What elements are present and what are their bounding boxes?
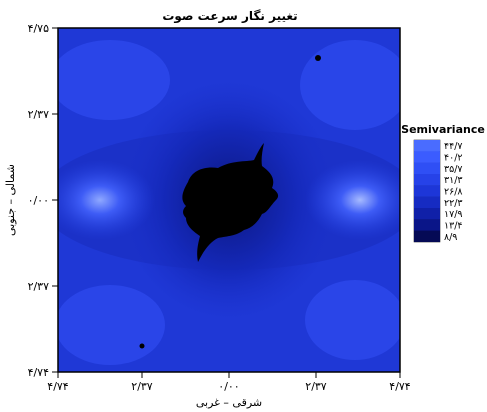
legend-swatch: [414, 174, 440, 186]
y-tick-label: ۲/۳۷: [28, 280, 50, 293]
y-axis-label: شمالی – جنوبی: [4, 164, 17, 236]
y-tick-label: ۲/۳۷: [28, 108, 50, 121]
x-tick-label: ۴/۷۴: [47, 380, 69, 393]
legend-level-label: ۴۰/۲: [444, 153, 463, 164]
heatmap-bright-bottomleft: [58, 285, 165, 365]
legend-swatch: [414, 196, 440, 208]
y-tick-label: ۴/۷۴: [28, 366, 50, 379]
chart-title: تغییر نگار سرعت صوت: [162, 9, 297, 24]
legend-swatch: [414, 162, 440, 174]
x-tick-label: ۲/۳۷: [131, 380, 153, 393]
legend-swatch: [414, 185, 440, 197]
heatmap-bright-topleft: [58, 40, 170, 120]
legend-level-label: ۱۳/۴: [444, 221, 463, 232]
legend-swatch: [414, 230, 440, 242]
x-tick-label: ۰/۰۰: [218, 380, 239, 393]
legend-swatch: [414, 208, 440, 220]
data-point-marker: [139, 343, 145, 349]
y-tick-label: ۰/۰۰: [28, 194, 49, 207]
legend-swatch: [414, 140, 440, 152]
legend-level-label: ۲۶/۸: [444, 187, 463, 198]
heatmap-field: [58, 28, 400, 372]
legend-swatch: [414, 219, 440, 231]
legend: Semivariance ۴۴/۷۴۰/۲۳۵/۷۳۱/۳۲۶/۸۲۲/۳۱۷/…: [401, 123, 485, 243]
legend-swatch: [414, 151, 440, 163]
heatmap-bright-right: [305, 160, 400, 240]
x-axis-label: شرقی – غربی: [196, 396, 262, 409]
legend-level-label: ۳۵/۷: [444, 164, 463, 175]
heatmap-bright-bottomright: [305, 280, 400, 360]
data-point-marker: [315, 55, 321, 61]
x-axis: ۴/۷۴ ۲/۳۷ ۰/۰۰ ۲/۳۷ ۴/۷۴ شرقی – غربی: [47, 372, 411, 409]
legend-level-label: ۲۲/۳: [444, 198, 463, 209]
center-blob: [182, 143, 279, 262]
heatmap-bright-left: [58, 160, 155, 240]
x-tick-label: ۴/۷۴: [389, 380, 411, 393]
legend-level-label: ۴۴/۷: [444, 141, 463, 152]
legend-level-label: ۱۷/۹: [444, 209, 463, 220]
legend-labels: ۴۴/۷۴۰/۲۳۵/۷۳۱/۳۲۶/۸۲۲/۳۱۷/۹۱۳/۴۸/۹: [414, 140, 463, 243]
legend-level-label: ۳۱/۳: [444, 175, 463, 186]
legend-title: Semivariance: [401, 123, 485, 136]
y-tick-label: ۴/۷۵: [28, 22, 50, 35]
x-tick-label: ۲/۳۷: [305, 380, 327, 393]
legend-level-label: ۸/۹: [444, 232, 457, 243]
y-axis: ۴/۷۵ ۲/۳۷ ۰/۰۰ ۲/۳۷ ۴/۷۴ شمالی – جنوبی: [4, 22, 58, 379]
heatmap-bright-topright: [300, 40, 400, 130]
